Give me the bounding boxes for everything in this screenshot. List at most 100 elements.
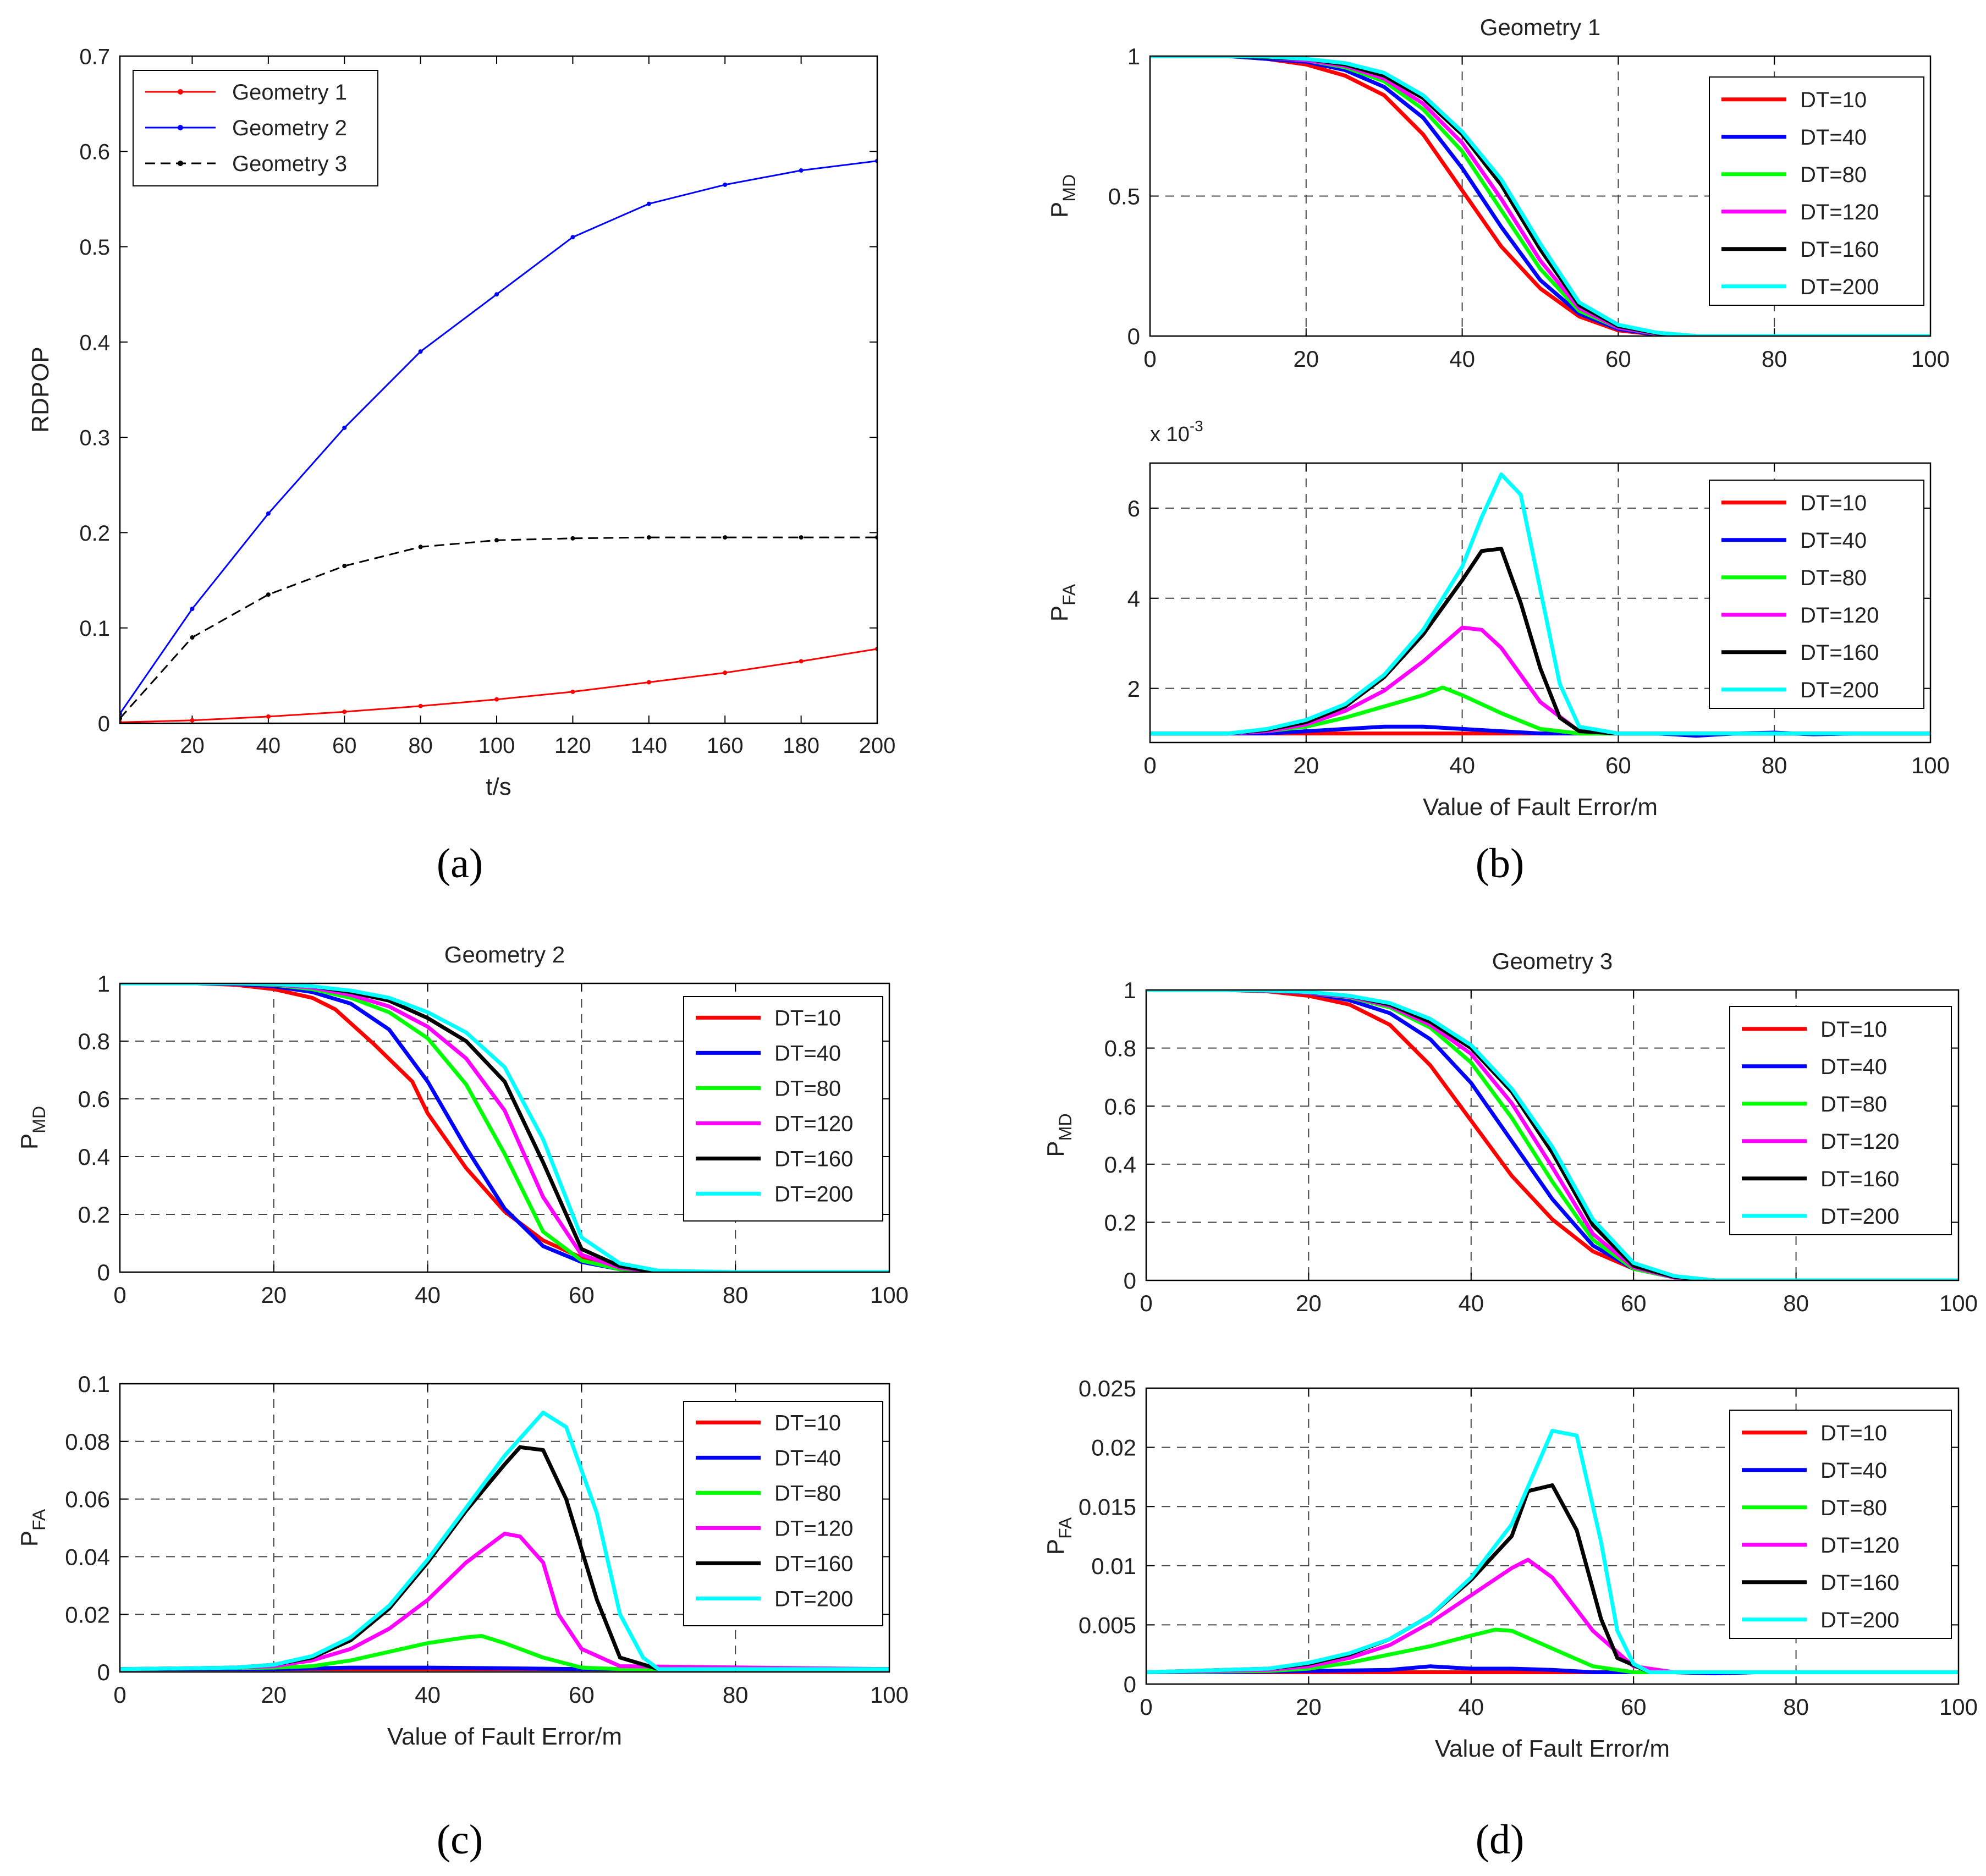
y-tick-label: 1 — [1127, 43, 1140, 69]
x-tick-label: 0 — [1143, 752, 1156, 778]
x-tick-label: 20 — [261, 1682, 287, 1708]
data-point — [342, 564, 347, 569]
y-tick-label: 0.06 — [65, 1487, 110, 1512]
data-point — [266, 511, 271, 516]
x-tick-label: 0 — [1143, 346, 1156, 372]
data-point — [494, 292, 499, 297]
legend-marker — [178, 89, 183, 95]
y-tick-label: 2 — [1127, 676, 1140, 702]
y-tick-label: 0.8 — [1104, 1036, 1136, 1061]
legend-label: DT=160 — [1800, 641, 1879, 665]
legend-label: DT=80 — [1800, 163, 1867, 187]
data-point — [494, 697, 499, 702]
chart-b_top: 0 20 40 60 80 100 0 0.5 1 Geometry 1 PMD DT=10 DT=40… — [1046, 14, 1950, 372]
series-line-dt-80 — [1146, 1627, 1959, 1674]
chart-b_bottom: 0 20 40 60 80 100 2 4 6 Value of Fault Error/m PFA… — [1046, 417, 1950, 821]
x-tick-label: 80 — [408, 734, 433, 758]
series-group — [1146, 990, 1959, 1280]
data-point — [266, 592, 271, 597]
axes-frame — [1149, 462, 1932, 744]
legend-label: DT=200 — [1820, 1204, 1899, 1229]
y-tick-label: 0.6 — [79, 140, 110, 164]
x-tick-label: 0 — [1140, 1290, 1152, 1316]
x-tick-label: 80 — [723, 1282, 749, 1308]
y-scale-label: x 10-3 — [1150, 417, 1203, 446]
y-tick-label: 0.04 — [65, 1544, 110, 1570]
data-point — [494, 538, 499, 543]
x-tick-label: 60 — [1621, 1290, 1647, 1316]
x-tick-label: 60 — [569, 1682, 595, 1708]
x-tick-label: 40 — [256, 734, 281, 758]
legend: DT=10 DT=40 DT=80 DT=120 DT=160 DT=200 — [1709, 480, 1924, 709]
legend-label: DT=40 — [1820, 1459, 1887, 1483]
y-tick-label: 0 — [97, 1659, 110, 1685]
x-tick-label: 80 — [1762, 346, 1787, 372]
legend-label: DT=200 — [1800, 275, 1879, 299]
chart-a: 20 40 60 80 100 120 140 160 180 200 0 0.1 0.2 0.3 0.4 0… — [27, 45, 895, 800]
x-tick-label: 0 — [113, 1282, 126, 1308]
x-tick-label: 60 — [569, 1282, 595, 1308]
x-axis-label: Value of Fault Error/m — [387, 1723, 622, 1750]
x-tick-label: 80 — [1783, 1290, 1809, 1316]
x-tick-label: 60 — [332, 734, 357, 758]
legend-label: DT=10 — [1800, 88, 1867, 112]
legend-label: DT=10 — [1820, 1017, 1887, 1042]
panel-label-b: (b) — [1476, 840, 1525, 887]
y-tick-label: 0.1 — [78, 1371, 110, 1397]
data-point — [723, 670, 728, 675]
legend-label: DT=200 — [774, 1587, 853, 1611]
data-point — [342, 425, 347, 430]
legend-box — [683, 1401, 883, 1626]
y-tick-label: 0.02 — [1091, 1435, 1136, 1461]
x-axis-label: t/s — [486, 773, 511, 800]
y-tick-label: 0 — [97, 1259, 110, 1285]
legend-label: DT=160 — [1800, 238, 1879, 262]
data-point — [646, 201, 651, 206]
legend-label: DT=40 — [774, 1041, 841, 1065]
x-tick-label: 40 — [1449, 752, 1475, 778]
x-tick-label: 80 — [1783, 1694, 1809, 1720]
y-axis-label: RDPOP — [27, 346, 54, 432]
chart-d_bottom: 0 20 40 60 80 100 0 0.005 0.01 0.015 0.02 0.025 Valu… — [1042, 1376, 1978, 1762]
data-point — [799, 168, 804, 173]
data-point — [418, 703, 423, 708]
x-tick-label: 20 — [1296, 1694, 1322, 1720]
chart-title: Geometry 2 — [444, 942, 565, 967]
y-tick-label: 1 — [97, 971, 110, 997]
chart-title: Geometry 1 — [1480, 14, 1600, 40]
y-tick-label: 0.005 — [1079, 1613, 1136, 1638]
panel-label-d: (d) — [1476, 1817, 1525, 1863]
panel-label-a: (a) — [437, 840, 483, 887]
data-point — [190, 635, 195, 640]
x-tick-label: 60 — [1621, 1694, 1647, 1720]
legend-label: DT=40 — [1800, 529, 1867, 553]
legend-label: DT=80 — [1820, 1496, 1887, 1520]
legend-label: DT=200 — [1820, 1608, 1899, 1632]
series-line-dt-200 — [120, 1410, 889, 1671]
x-tick-label: 100 — [1939, 1290, 1978, 1316]
y-tick-label: 0 — [98, 712, 110, 736]
legend-label: DT=10 — [1820, 1421, 1887, 1445]
series-line-dt-200 — [1150, 56, 1930, 336]
x-tick-label: 80 — [1762, 752, 1787, 778]
x-tick-label: 160 — [707, 734, 744, 758]
x-tick-label: 200 — [859, 734, 896, 758]
axes-frame — [119, 982, 890, 1273]
legend-label: DT=120 — [1820, 1533, 1899, 1558]
legend-box — [1709, 480, 1924, 709]
y-axis-label: PMD — [16, 1106, 49, 1149]
x-tick-label: 0 — [1140, 1694, 1152, 1720]
legend-label: DT=80 — [1820, 1092, 1887, 1116]
data-point — [799, 659, 804, 664]
axes-frame — [119, 55, 878, 724]
x-tick-label: 40 — [415, 1682, 441, 1708]
y-tick-label: 0.2 — [1104, 1210, 1136, 1236]
x-tick-label: 140 — [630, 734, 667, 758]
x-tick-label: 20 — [180, 734, 205, 758]
chart-c_bottom: 0 20 40 60 80 100 0 0.02 0.04 0.06 0.08 0.1 Value of… — [16, 1371, 909, 1750]
data-point — [266, 714, 271, 719]
panel-label-c: (c) — [437, 1817, 483, 1863]
legend-label: DT=120 — [774, 1516, 853, 1541]
x-tick-label: 40 — [415, 1282, 441, 1308]
